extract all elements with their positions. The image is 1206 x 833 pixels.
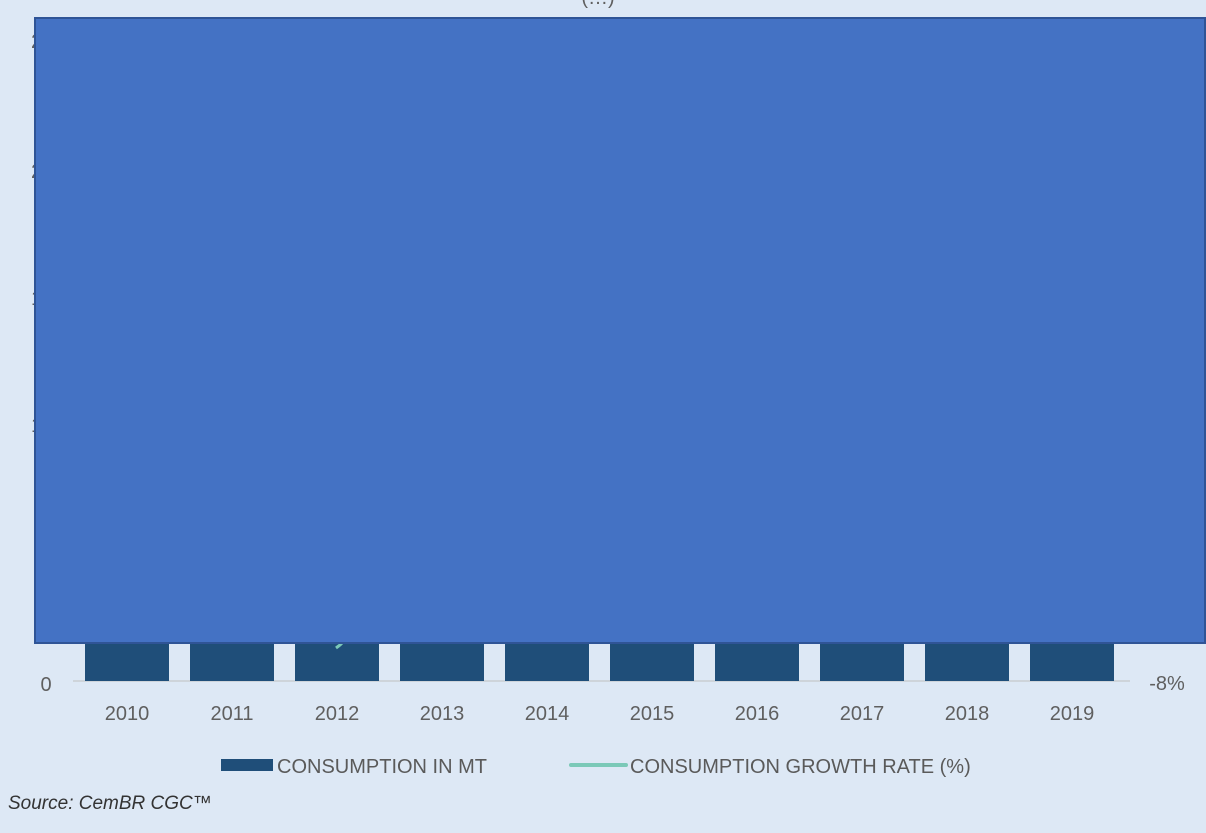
x-tick-2011: 2011 (210, 703, 253, 725)
blue-overlay-box (34, 17, 1206, 644)
x-tick-2013: 2013 (420, 703, 465, 725)
chart-title: (…) (581, 0, 614, 9)
legend-bar-swatch (221, 759, 273, 771)
x-tick-2010: 2010 (105, 703, 150, 725)
x-tick-2016: 2016 (735, 703, 780, 725)
source-note: Source: CemBR CGC™ (8, 793, 212, 814)
x-tick-2019: 2019 (1050, 703, 1095, 725)
legend-label-consumption: CONSUMPTION IN MT (277, 756, 487, 778)
x-tick-2015: 2015 (630, 703, 675, 725)
x-tick-2012: 2012 (315, 703, 360, 725)
x-tick-2017: 2017 (840, 703, 885, 725)
legend-label-growth: CONSUMPTION GROWTH RATE (%) (630, 756, 971, 778)
y-left-tick: 0 (40, 674, 51, 696)
x-axis-ticks: 2010 2011 2012 2013 2014 2015 2016 2017 2018 2019 (105, 703, 1095, 725)
x-tick-2014: 2014 (525, 703, 570, 725)
y-right-tick: -8% (1149, 673, 1185, 695)
x-tick-2018: 2018 (945, 703, 990, 725)
